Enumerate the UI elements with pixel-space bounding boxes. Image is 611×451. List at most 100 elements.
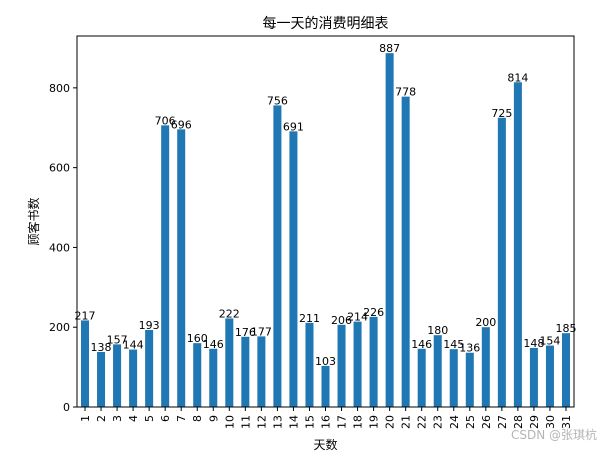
x-tick-label: 6: [159, 415, 172, 422]
bar-day-20: [385, 53, 394, 408]
bar-day-9: [209, 348, 218, 407]
data-label-day-23: 180: [427, 324, 448, 337]
data-label-day-15: 211: [299, 312, 320, 325]
data-label-day-24: 145: [443, 338, 464, 351]
data-label-day-14: 691: [283, 120, 304, 133]
x-axis: 1 2 3 4 5 6 7 8 9 10 11 12 13 14 15 16 17 18 19 20 21 22 23 24 2…: [79, 407, 573, 429]
data-label-day-22: 146: [411, 338, 432, 351]
data-label-day-4: 144: [123, 339, 144, 352]
data-label-day-6: 706: [155, 114, 176, 127]
data-label-day-7: 696: [171, 118, 192, 131]
bar-day-27: [497, 117, 506, 407]
data-label-day-30: 154: [539, 335, 560, 348]
data-label-day-25: 136: [459, 342, 480, 355]
bar-day-1: [81, 320, 90, 407]
x-tick-label: 21: [400, 415, 413, 429]
x-tick-label: 22: [416, 415, 429, 429]
data-label-day-27: 725: [491, 107, 512, 120]
x-tick-label: 10: [223, 415, 236, 429]
bar-day-25: [465, 352, 474, 407]
bar-day-31: [561, 333, 570, 407]
bar-day-15: [305, 322, 314, 407]
watermark: CSDN @张琪杭: [510, 428, 597, 442]
x-tick-label: 25: [464, 415, 477, 429]
x-tick-label: 17: [336, 415, 349, 429]
data-label-day-19: 226: [363, 306, 384, 319]
y-axis-label: 顾客书数: [26, 197, 41, 245]
bar-day-19: [369, 316, 378, 407]
x-tick-label: 2: [95, 415, 108, 422]
data-label-day-28: 814: [507, 71, 528, 84]
data-label-day-11: 176: [235, 326, 256, 339]
x-tick-label: 5: [143, 415, 156, 422]
x-tick-label: 11: [239, 415, 252, 429]
x-tick-label: 27: [496, 415, 509, 429]
bar-day-12: [257, 336, 266, 407]
bars-group: [81, 53, 570, 408]
data-label-day-18: 214: [347, 311, 368, 324]
data-label-day-26: 200: [475, 316, 496, 329]
x-tick-label: 28: [512, 415, 525, 429]
data-label-day-12: 177: [251, 325, 272, 338]
bar-day-29: [529, 347, 538, 407]
bar-day-13: [273, 105, 282, 407]
y-tick-label: 400: [49, 241, 70, 254]
bar-day-11: [241, 336, 250, 407]
data-label-day-29: 148: [523, 337, 544, 350]
x-tick-label: 13: [271, 415, 284, 429]
bar-day-24: [449, 349, 458, 407]
data-label-day-31: 185: [555, 322, 576, 335]
x-tick-label: 4: [127, 415, 140, 422]
x-tick-label: 12: [255, 415, 268, 429]
bar-day-30: [545, 345, 554, 407]
bar-day-5: [145, 330, 154, 407]
x-tick-label: 14: [287, 415, 300, 429]
data-label-day-21: 778: [395, 86, 416, 99]
y-axis: 0 200 400 600 800: [49, 82, 77, 414]
chart-title: 每一天的消费明细表: [263, 16, 389, 32]
bar-day-23: [433, 335, 442, 407]
data-labels-group: 2171381571441937066961601462221761777566…: [75, 42, 577, 368]
data-label-day-3: 157: [107, 333, 128, 346]
x-tick-label: 29: [528, 415, 541, 429]
data-label-day-20: 887: [379, 42, 400, 55]
bar-day-16: [321, 365, 330, 407]
x-tick-label: 8: [191, 415, 204, 422]
data-label-day-16: 103: [315, 355, 336, 368]
bar-day-4: [129, 349, 138, 407]
bar-day-10: [225, 318, 234, 407]
data-label-day-2: 138: [91, 341, 112, 354]
data-label-day-10: 222: [219, 307, 240, 320]
y-tick-label: 600: [49, 162, 70, 175]
bar-day-17: [337, 324, 346, 407]
x-axis-label: 天数: [313, 437, 337, 451]
x-tick-label: 9: [207, 415, 220, 422]
bar-day-22: [417, 348, 426, 407]
data-label-day-8: 160: [187, 332, 208, 345]
y-tick-label: 800: [49, 82, 70, 95]
y-tick-label: 200: [49, 321, 70, 334]
data-label-day-1: 217: [75, 309, 96, 322]
x-tick-label: 7: [175, 415, 188, 422]
bar-day-8: [193, 343, 202, 407]
bar-day-18: [353, 321, 362, 407]
x-tick-label: 3: [111, 415, 124, 422]
x-tick-label: 23: [432, 415, 445, 429]
bar-day-26: [481, 327, 490, 407]
bar-day-3: [113, 344, 122, 407]
bar-day-2: [97, 351, 106, 407]
x-tick-label: 31: [560, 415, 573, 429]
x-tick-label: 19: [368, 415, 381, 429]
data-label-day-17: 206: [331, 314, 352, 327]
bar-day-6: [161, 125, 170, 408]
x-tick-label: 30: [544, 415, 557, 429]
plot-frame: [76, 35, 575, 408]
data-label-day-13: 756: [267, 94, 288, 107]
x-tick-label: 24: [448, 415, 461, 429]
x-tick-label: 15: [303, 415, 316, 429]
bar-day-14: [289, 131, 298, 407]
x-tick-label: 16: [320, 415, 333, 429]
bar-day-7: [177, 129, 186, 407]
data-label-day-9: 146: [203, 338, 224, 351]
